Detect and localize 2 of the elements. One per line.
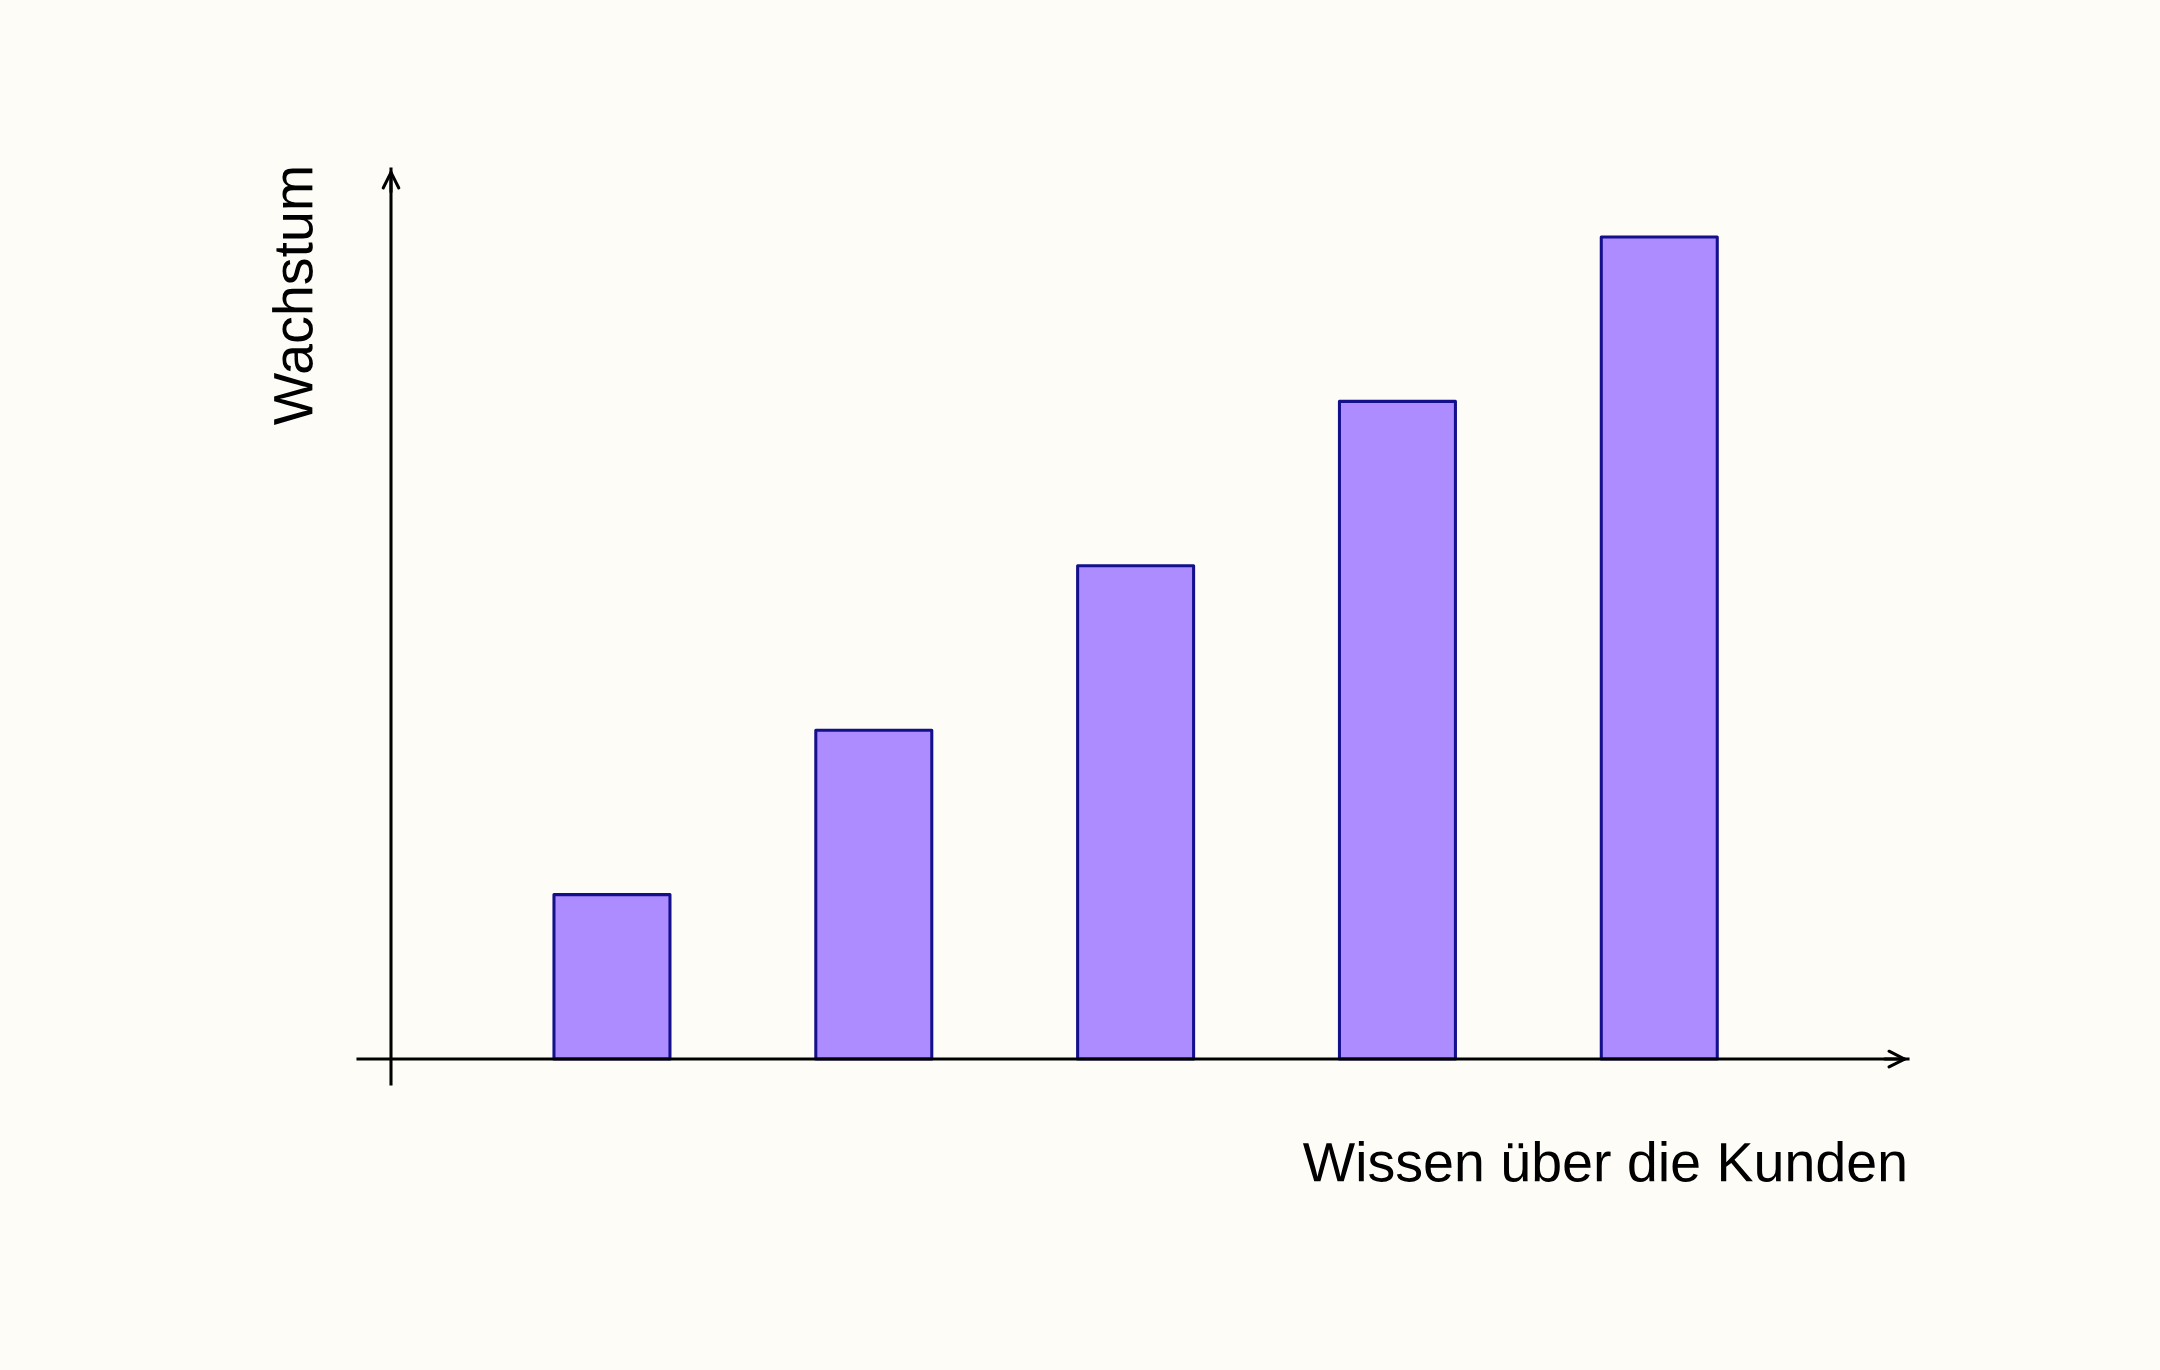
x-axis-title: Wissen über die Kunden (1302, 1141, 1905, 1182)
y-axis-title: Wachstum (272, 168, 313, 425)
